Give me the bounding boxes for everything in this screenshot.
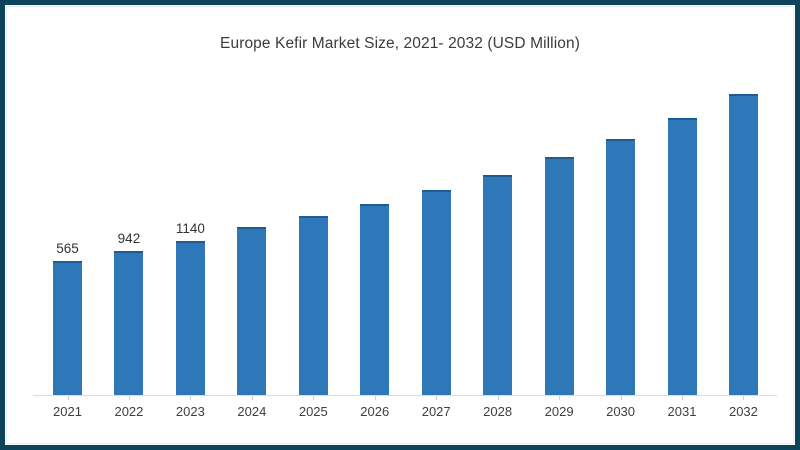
x-axis-label-2027: 2027 — [421, 404, 451, 419]
bar-2031 — [667, 118, 697, 395]
x-axis-label-2032: 2032 — [728, 404, 758, 419]
plot-area: 2021 565 2022 942 2023 1140 2024 2025 2026 2027 20… — [33, 80, 777, 419]
chart-title: Europe Kefir Market Size, 2021- 2032 (US… — [220, 35, 580, 52]
x-axis-tick — [620, 396, 622, 400]
x-axis-line — [33, 395, 777, 396]
x-axis-tick — [67, 396, 69, 400]
x-axis-tick — [682, 396, 683, 400]
bar-2029 — [544, 157, 574, 395]
bar-2025 — [298, 216, 328, 395]
x-axis-tick — [497, 396, 499, 400]
x-axis-label-2025: 2025 — [298, 404, 328, 419]
x-axis-label-2021: 2021 — [53, 404, 82, 419]
bar-2030 — [606, 139, 636, 395]
bar-value-label-2022: 942 — [117, 231, 141, 246]
x-axis-label-2029: 2029 — [544, 404, 574, 419]
x-axis-label-2026: 2026 — [360, 404, 390, 419]
bar-2028 — [483, 175, 513, 395]
bar-2022 — [114, 251, 144, 395]
x-axis-tick — [436, 396, 438, 400]
bar-2027 — [421, 190, 451, 395]
bar-2026 — [360, 204, 390, 395]
x-axis-tick — [559, 396, 561, 400]
x-axis-label-2028: 2028 — [483, 404, 513, 419]
x-axis-label-2030: 2030 — [606, 404, 636, 419]
x-axis-tick — [251, 396, 253, 400]
bar-value-label-2021: 565 — [56, 241, 79, 256]
x-axis-tick — [313, 396, 315, 400]
x-axis-label-2024: 2024 — [237, 404, 267, 419]
bar-2023 — [175, 241, 205, 395]
x-axis-label-2023: 2023 — [175, 404, 205, 419]
x-axis-label-2022: 2022 — [114, 404, 144, 419]
x-axis-tick — [128, 396, 130, 400]
x-axis-tick — [743, 396, 745, 400]
x-axis-tick — [374, 396, 376, 400]
bar-2024 — [237, 227, 267, 395]
x-axis-label-2031: 2031 — [667, 404, 697, 419]
x-axis-tick — [190, 396, 192, 400]
bar-2032 — [728, 94, 758, 395]
bar-2021 — [53, 261, 82, 395]
bar-value-label-2023: 1140 — [175, 221, 205, 236]
